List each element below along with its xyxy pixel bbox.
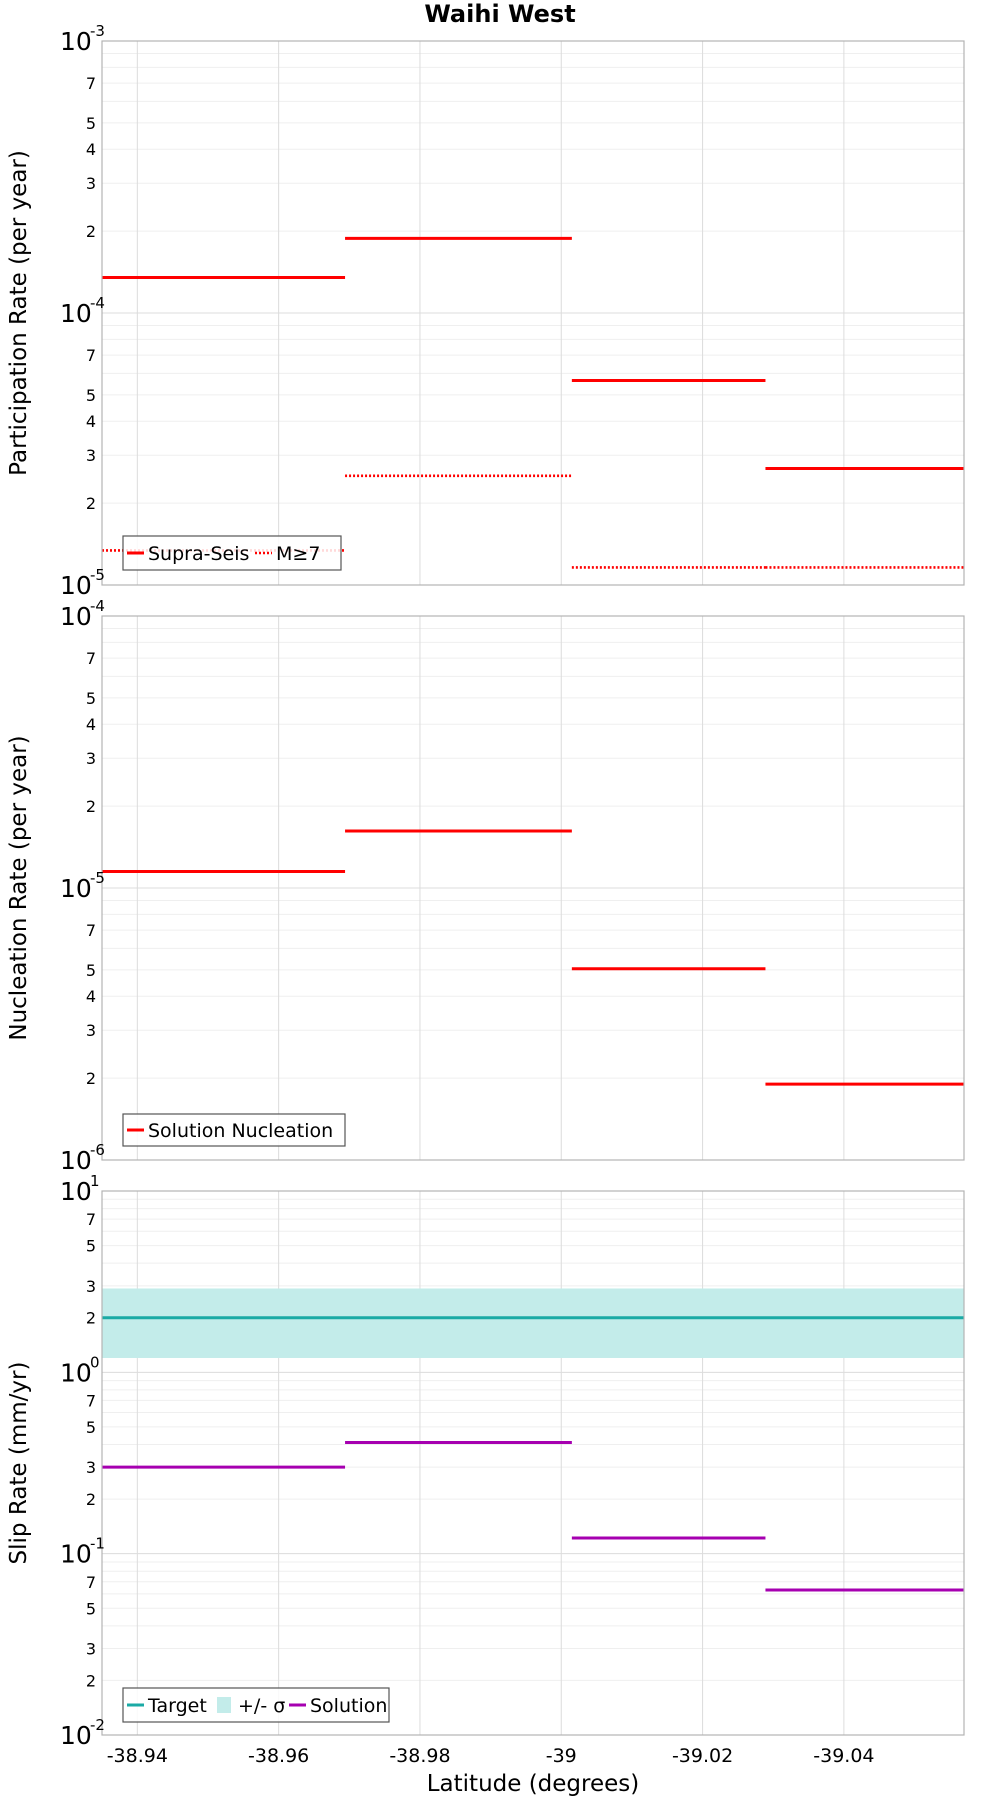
y-minor-tick-label: 2 bbox=[86, 1490, 96, 1509]
y-minor-tick-label: 5 bbox=[86, 1599, 96, 1618]
y-minor-tick-label: 7 bbox=[86, 1210, 96, 1229]
y-tick-label: 10 bbox=[60, 299, 92, 328]
legend-box bbox=[122, 535, 342, 571]
y-tick-label: 10 bbox=[60, 1540, 92, 1569]
legend-entry: Supra-Seis bbox=[148, 543, 249, 565]
legend-entry: Solution Nucleation bbox=[148, 1120, 333, 1142]
x-axis-label: Latitude (degrees) bbox=[427, 1771, 640, 1797]
y-minor-tick-label: 2 bbox=[86, 1069, 96, 1088]
y-minor-tick-label: 3 bbox=[86, 749, 96, 768]
y-tick-exponent: -4 bbox=[90, 597, 105, 615]
y-minor-tick-label: 2 bbox=[86, 797, 96, 816]
y-minor-tick-label: 2 bbox=[86, 222, 96, 241]
y-tick-label: 10 bbox=[60, 602, 92, 631]
y-minor-tick-label: 4 bbox=[86, 987, 96, 1006]
legend-entry: M≥7 bbox=[276, 543, 320, 565]
y-minor-tick-label: 7 bbox=[86, 1573, 96, 1592]
y-minor-tick-label: 3 bbox=[86, 1021, 96, 1040]
y-axis-label: Nucleation Rate (per year) bbox=[6, 735, 32, 1040]
legend-swatch-band bbox=[217, 1697, 231, 1713]
y-minor-tick-label: 2 bbox=[86, 494, 96, 513]
x-tick-label: -39 bbox=[546, 1745, 577, 1767]
y-minor-tick-label: 5 bbox=[86, 961, 96, 980]
y-tick-exponent: -5 bbox=[90, 566, 105, 584]
series-supra-seis bbox=[102, 236, 964, 471]
y-tick-label: 10 bbox=[60, 1721, 92, 1750]
y-minor-tick-label: 7 bbox=[86, 1391, 96, 1410]
legend: Supra-Seis M≥7 bbox=[122, 535, 342, 571]
y-tick-exponent: 1 bbox=[90, 1172, 100, 1190]
y-minor-tick-label: 5 bbox=[86, 1418, 96, 1437]
y-minor-tick-label: 4 bbox=[86, 140, 96, 159]
y-tick-exponent: -3 bbox=[90, 22, 105, 40]
x-tick-label: -38.96 bbox=[248, 1745, 309, 1767]
x-tick-label: -39.02 bbox=[672, 1745, 733, 1767]
y-minor-tick-label: 5 bbox=[86, 386, 96, 405]
y-tick-label: 10 bbox=[60, 874, 92, 903]
y-tick-exponent: 0 bbox=[90, 1353, 100, 1371]
x-tick-label: -39.04 bbox=[813, 1745, 874, 1767]
y-minor-tick-label: 3 bbox=[86, 446, 96, 465]
legend-entry: Solution bbox=[310, 1695, 387, 1717]
y-tick-label: 10 bbox=[60, 1177, 92, 1206]
y-minor-tick-label: 2 bbox=[86, 1671, 96, 1690]
legend-entry: Target bbox=[147, 1695, 207, 1717]
panel-1-grid bbox=[102, 40, 964, 586]
y-tick-exponent: -6 bbox=[90, 1141, 105, 1159]
legend: Target +/- σ Solution bbox=[122, 1687, 390, 1723]
y-axis-label: Participation Rate (per year) bbox=[6, 150, 32, 476]
y-tick-exponent: -5 bbox=[90, 869, 105, 887]
sigma-band bbox=[102, 1288, 964, 1358]
series-solution bbox=[102, 1441, 964, 1592]
y-tick-exponent: -1 bbox=[90, 1535, 105, 1553]
y-tick-label: 10 bbox=[60, 1358, 92, 1387]
panel-1-frame bbox=[101, 40, 965, 586]
legend-box bbox=[122, 1687, 390, 1723]
y-tick-label: 10 bbox=[60, 1146, 92, 1175]
legend-entry: +/- σ bbox=[238, 1695, 285, 1717]
x-ticks: -38.94 -38.96 -38.98 -39 -39.02 -39.04 bbox=[107, 1745, 875, 1767]
y-minor-tick-label: 4 bbox=[86, 715, 96, 734]
y-minor-tick-label: 3 bbox=[86, 1277, 96, 1296]
y-minor-tick-label: 7 bbox=[86, 346, 96, 365]
y-tick-exponent: -4 bbox=[90, 294, 105, 312]
chart-title: Waihi West bbox=[424, 0, 575, 28]
y-minor-tick-label: 3 bbox=[86, 1458, 96, 1477]
panel-3-grid bbox=[102, 1190, 964, 1736]
panel-3-frame bbox=[101, 1190, 965, 1736]
y-tick-label: 10 bbox=[60, 571, 92, 600]
series-solution-nucleation bbox=[102, 829, 964, 1086]
y-axis-label: Slip Rate (mm/yr) bbox=[6, 1362, 32, 1565]
y-tick-label: 10 bbox=[60, 27, 92, 56]
y-minor-tick-label: 4 bbox=[86, 412, 96, 431]
legend-box bbox=[122, 1113, 346, 1147]
y-minor-tick-label: 2 bbox=[86, 1309, 96, 1328]
y-minor-tick-label: 7 bbox=[86, 649, 96, 668]
y-minor-tick-label: 7 bbox=[86, 921, 96, 940]
panel-2-frame bbox=[101, 615, 965, 1161]
y-minor-tick-label: 5 bbox=[86, 1237, 96, 1256]
y-minor-tick-label: 3 bbox=[86, 1639, 96, 1658]
x-tick-label: -38.98 bbox=[389, 1745, 450, 1767]
x-tick-label: -38.94 bbox=[107, 1745, 168, 1767]
y-minor-tick-label: 5 bbox=[86, 689, 96, 708]
y-minor-tick-label: 7 bbox=[86, 74, 96, 93]
legend: Solution Nucleation bbox=[122, 1113, 346, 1147]
y-minor-tick-label: 3 bbox=[86, 174, 96, 193]
y-minor-tick-label: 5 bbox=[86, 114, 96, 133]
y-tick-exponent: -2 bbox=[90, 1716, 105, 1734]
panel-2-grid bbox=[102, 615, 964, 1161]
